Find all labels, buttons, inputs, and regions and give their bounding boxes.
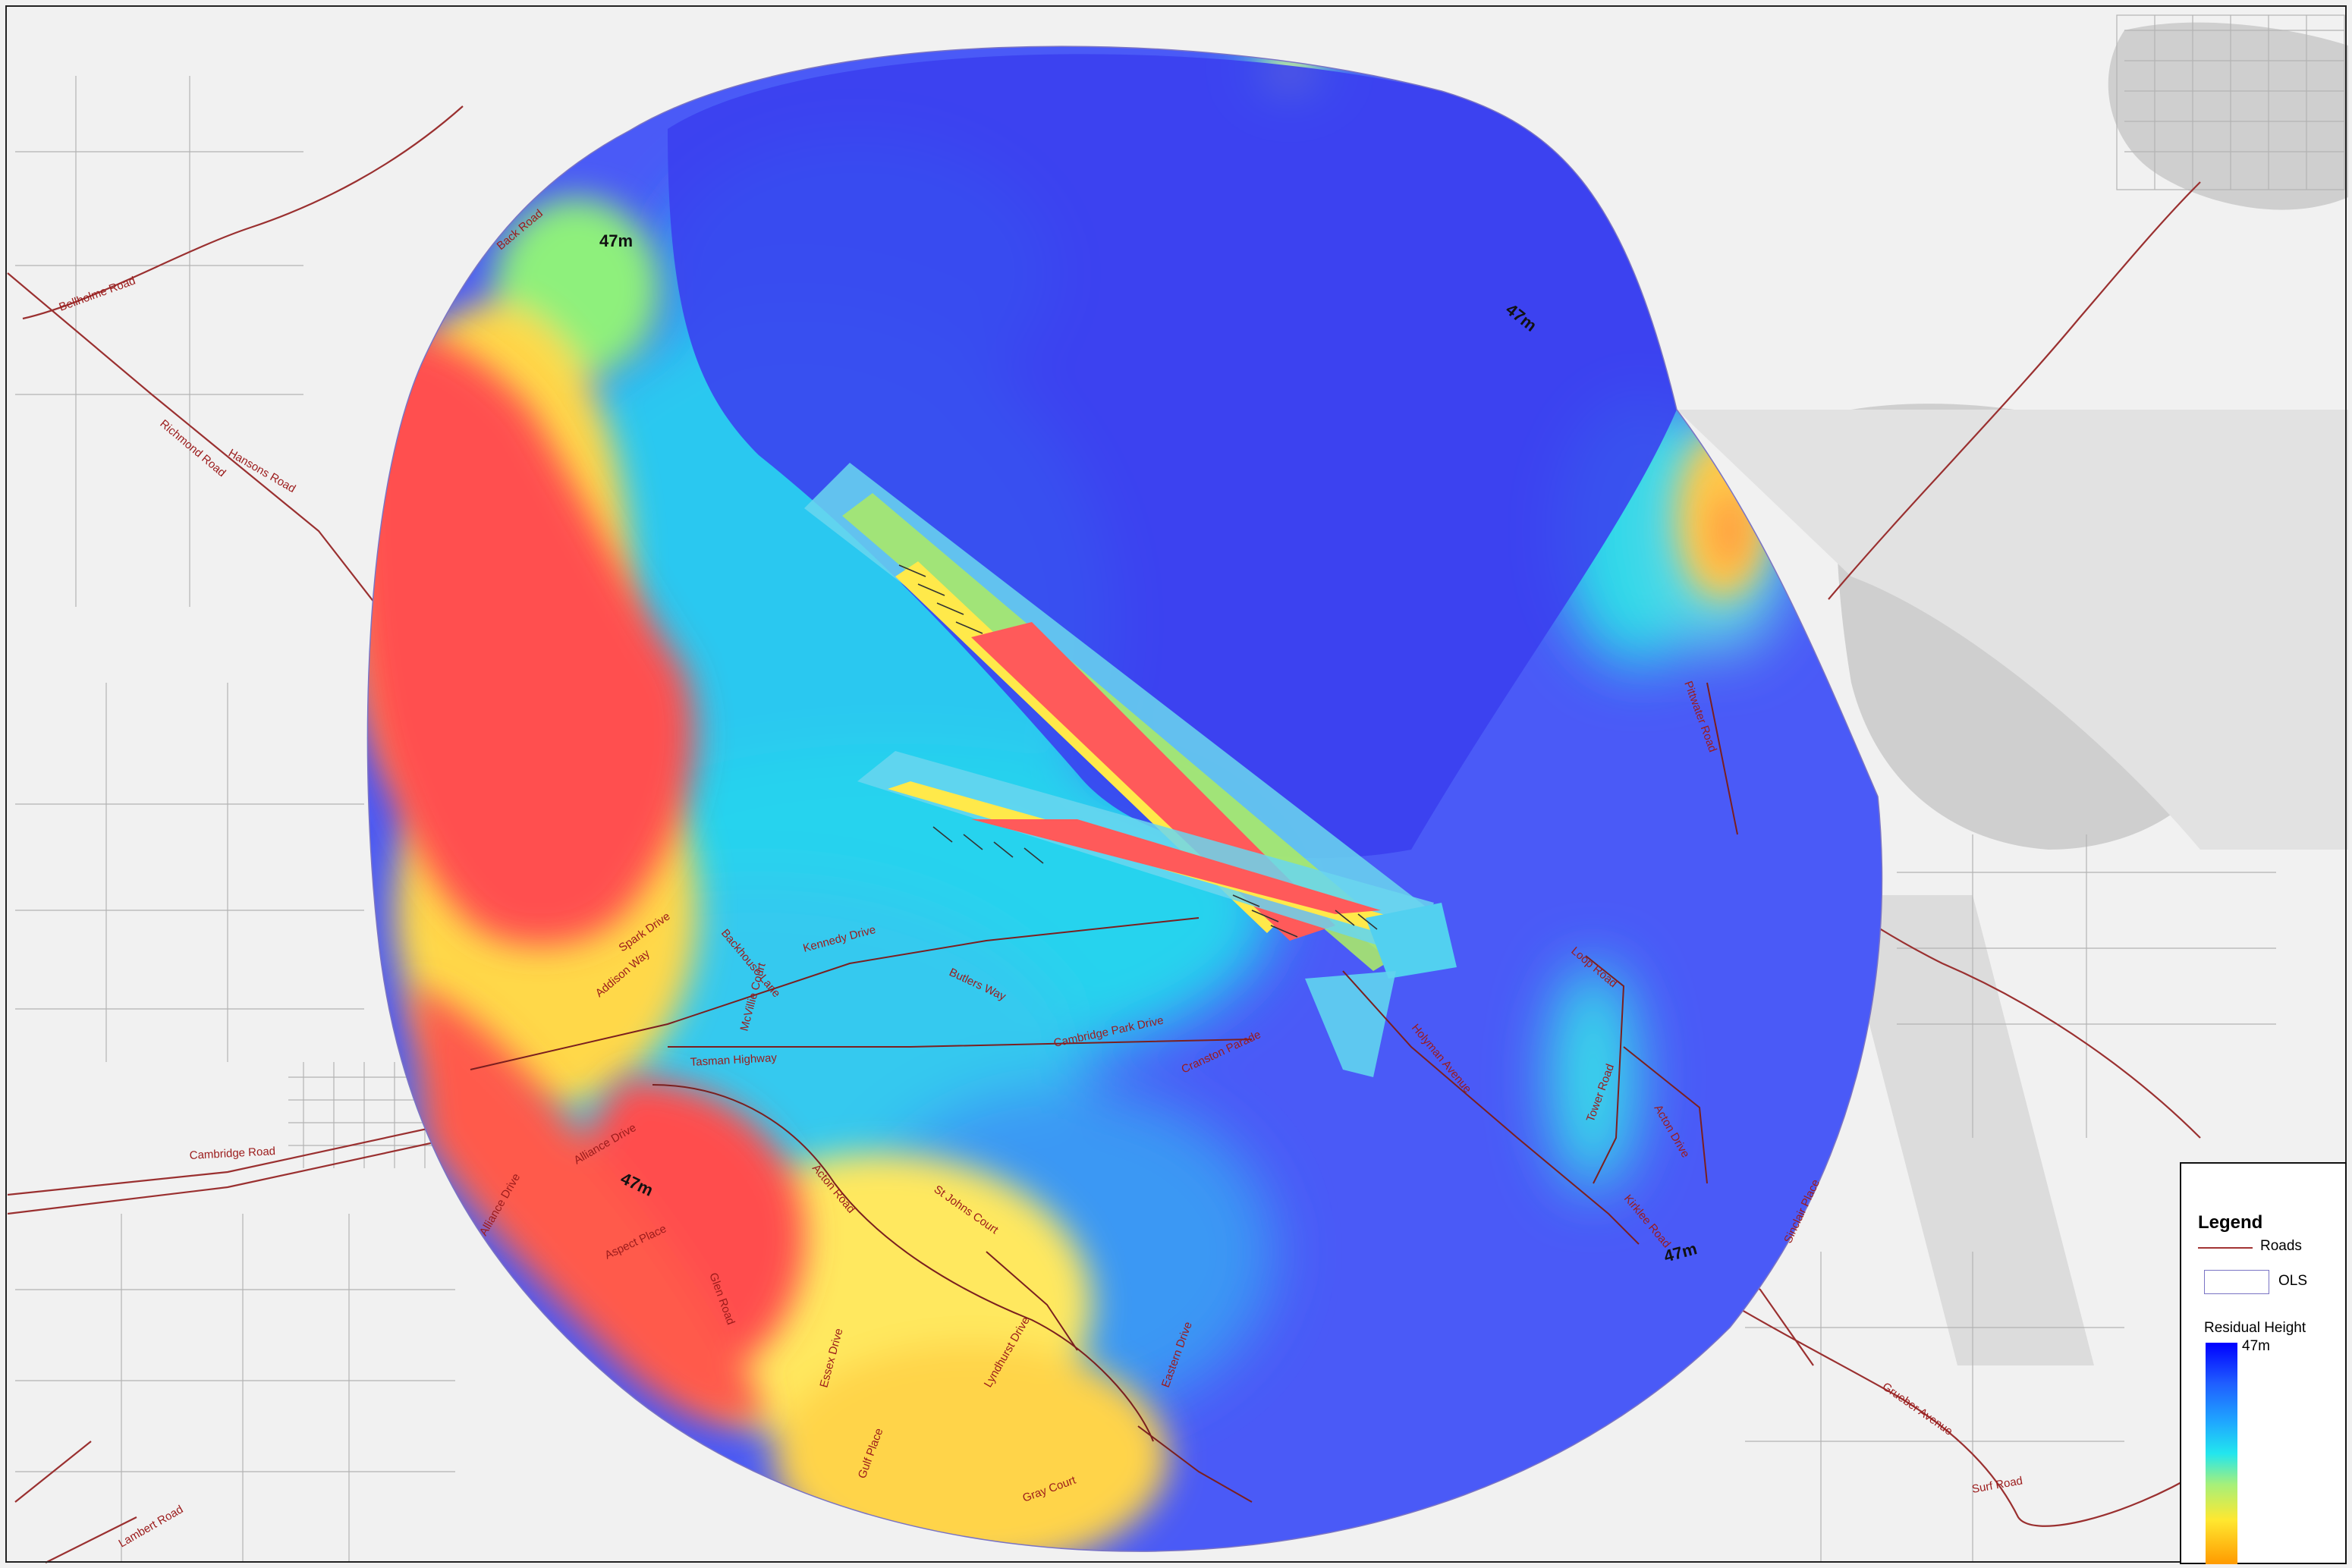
residual-height-ramp <box>2206 1343 2237 1564</box>
contour-label-nw: 47m <box>599 231 633 250</box>
ramp-top-label: 47m <box>2242 1338 2270 1354</box>
legend-title: Legend <box>2198 1212 2263 1233</box>
residual-height-label: Residual Height <box>2204 1320 2306 1336</box>
roads-legend-label: Roads <box>2260 1238 2302 1254</box>
ols-legend-label: OLS <box>2278 1273 2308 1289</box>
road-label-tasman: Tasman Highway <box>690 1051 777 1069</box>
map-frame <box>5 5 2347 1563</box>
ols-legend-swatch <box>2204 1270 2269 1294</box>
ols-outline <box>366 46 1883 1552</box>
runway-surfaces <box>804 463 1457 1077</box>
roads-legend-swatch <box>2198 1247 2253 1249</box>
legend-panel: Legend Roads OLS Residual Height 47m <box>2180 1162 2347 1564</box>
inner-roads <box>470 682 1738 1503</box>
water-bodies <box>1677 22 2348 1365</box>
urban-areas <box>15 14 2345 1563</box>
road-label-cambridge: Cambridge Road <box>189 1145 275 1162</box>
